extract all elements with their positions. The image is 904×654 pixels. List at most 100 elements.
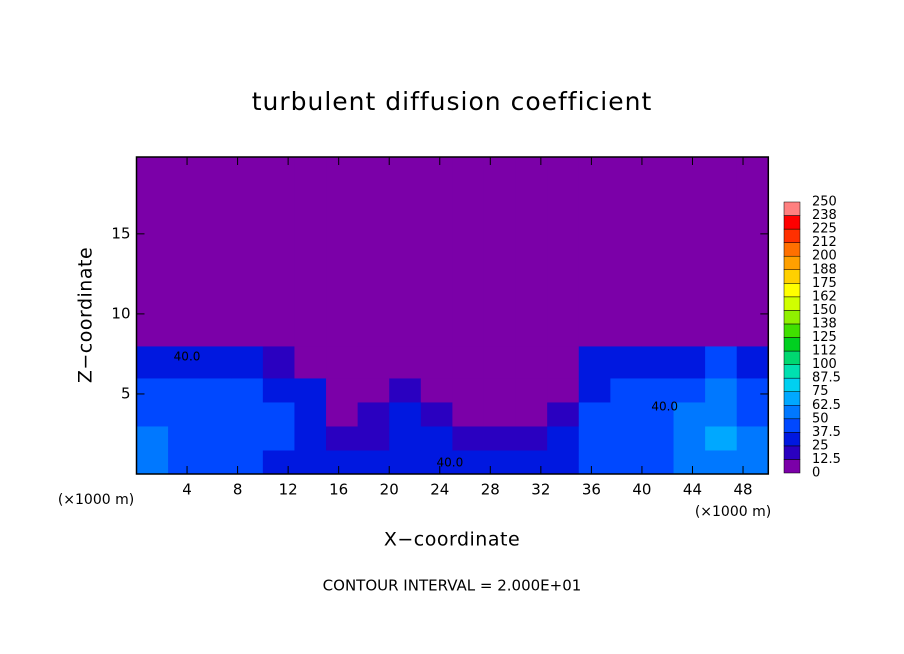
colorbar-label: 175 [812,276,837,291]
x-tick-label: 4 [182,481,192,499]
colorbar-band [783,364,801,379]
colorbar-band [783,405,801,420]
cell [294,449,327,475]
cell [641,401,675,427]
y-unit: (×1000 m) [58,492,134,508]
cell [547,401,580,427]
x-tick-label: 16 [329,481,348,499]
x-tick-label: 36 [582,481,601,499]
cell [452,425,485,451]
cell [357,345,390,379]
cell [705,157,738,347]
cell [547,425,580,451]
cell [610,425,643,451]
cell [515,157,548,347]
colorbar-band [783,337,801,352]
cell [547,345,580,379]
cell [641,345,675,379]
cell [326,425,359,451]
cell [547,157,580,347]
cell [705,345,738,379]
contour-label: 40.0 [437,455,464,469]
colorbar-label: 112 [812,344,837,359]
colorbar-band [783,418,801,433]
x-tick-label: 24 [430,481,449,499]
x-tick-label: 28 [481,481,500,499]
cell [641,425,675,451]
cell [136,401,169,427]
cell [294,345,327,379]
cell [199,345,232,379]
cell [136,157,169,347]
x-tick-label: 8 [233,481,243,499]
cell [483,401,517,427]
cell [262,377,295,403]
cell [736,425,769,451]
colorbar-label: 37.5 [812,425,841,440]
x-tick-label: 48 [733,481,752,499]
cell [199,157,232,347]
x-tick-label: 12 [279,481,298,499]
cell [452,377,485,403]
cell [262,401,295,427]
x-tick-label: 40 [632,481,651,499]
x-tick-label: 32 [531,481,550,499]
colorbar-label: 62.5 [812,398,841,413]
colorbar-label: 238 [812,208,837,223]
cell [452,157,485,347]
colorbar-band [783,228,801,243]
cell [168,157,201,347]
cell [641,377,675,403]
cell [294,425,327,451]
cell [294,157,327,347]
cell [610,377,643,403]
colorbar-label: 125 [812,330,837,345]
y-tick-label: 10 [111,304,130,322]
cell [326,345,359,379]
cell [389,425,422,451]
cell [610,401,643,427]
colorbar-band [783,350,801,365]
cell [610,157,643,347]
cell [641,157,675,347]
cell [578,377,611,403]
colorbar-label: 138 [812,316,837,331]
cell [420,425,453,451]
cell [578,345,611,379]
cell [357,425,390,451]
colorbar-label: 212 [812,235,837,250]
colorbar-band [783,215,801,230]
cell [326,401,359,427]
colorbar-label: 150 [812,303,837,318]
cell [547,449,580,475]
colorbar-label: 100 [812,357,837,372]
colorbar-label: 162 [812,289,837,304]
contour-label: 40.0 [174,350,201,364]
cell [168,377,201,403]
cell [673,345,706,379]
cell [705,449,738,475]
cell [736,449,769,475]
cell [357,157,390,347]
cell [357,449,390,475]
cell [705,425,738,451]
cell [168,401,201,427]
cell [136,345,169,379]
colorbar-band [783,283,801,298]
cell [168,449,201,475]
colorbar-band [783,201,801,216]
cell [389,449,422,475]
colorbar-band [783,255,801,271]
chart-title: turbulent diffusion coefficient [252,87,653,116]
cell [262,425,295,451]
cell [420,401,453,427]
colorbar-label: 0 [812,466,820,481]
colorbar-band [783,459,801,474]
colorbar-band [783,432,801,447]
contour-label: 40.0 [651,399,678,413]
plot-frame [135,156,770,475]
colorbar-label: 75 [812,384,829,399]
colorbar-band [783,391,801,406]
colorbar-label: 188 [812,262,837,277]
